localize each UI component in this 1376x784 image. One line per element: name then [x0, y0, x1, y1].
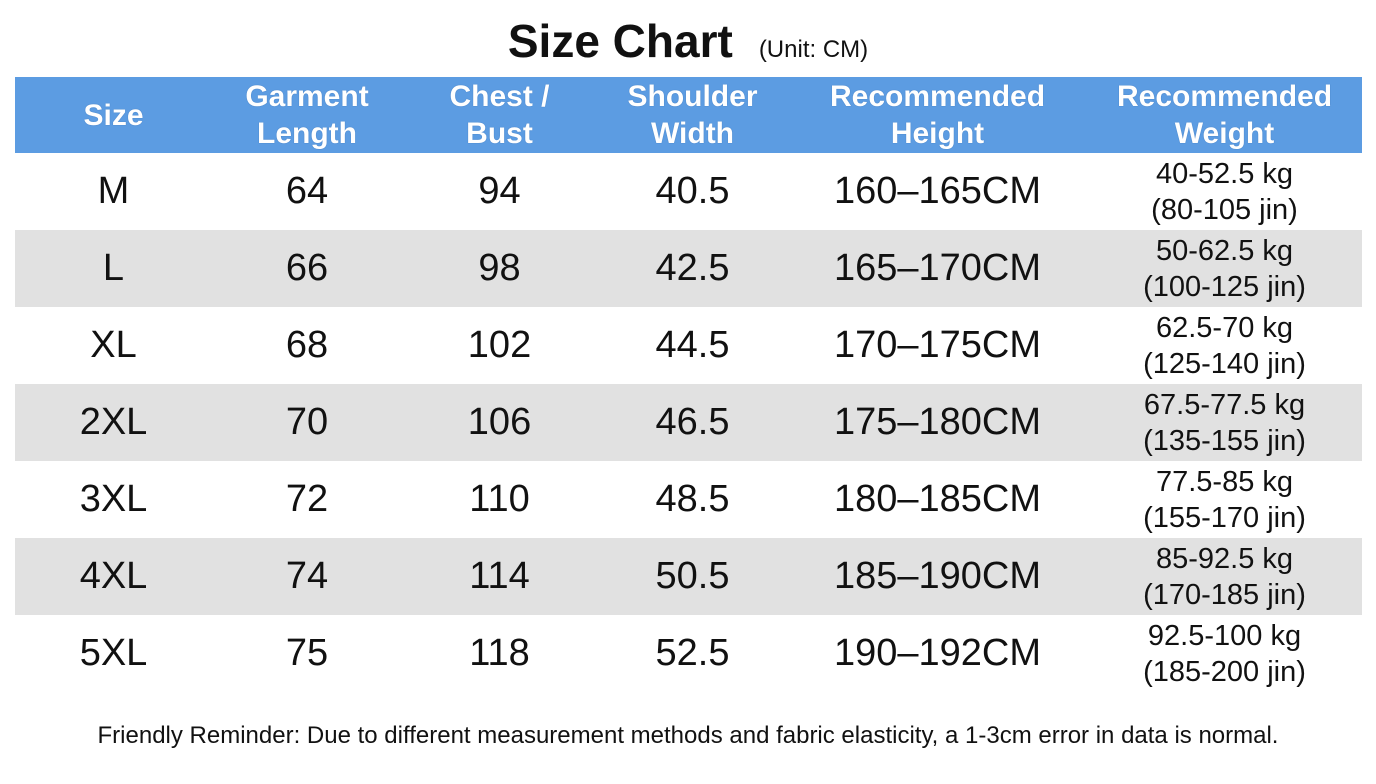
unit: (Unit: CM): [758, 36, 869, 63]
cell-line: Recommended: [829, 80, 1046, 113]
table-cell: 170–175CM: [833, 324, 1042, 366]
table-cell: 94: [478, 170, 521, 212]
table-row: 4XL 74 114 50.5 185–190CM 85-92.5 kg (170-185 …: [15, 538, 1362, 615]
header-cell: Recommended Weight: [1087, 77, 1362, 153]
table-cell: 62.5-70 kg (125-140 jin): [1087, 307, 1362, 384]
table-cell: 106: [402, 384, 597, 461]
cell-line: Height: [890, 117, 985, 150]
table-cell: 50.5: [597, 538, 788, 615]
table-cell: L: [15, 230, 212, 307]
table-cell: 110: [469, 478, 530, 520]
footer-note: Friendly Reminder: Due to different meas…: [97, 722, 1279, 749]
table-row: 3XL 72 110 48.5 180–185CM 77.5-85 kg (155-170 …: [15, 461, 1362, 538]
cell-line: (100-125 jin): [1143, 270, 1306, 303]
table-cell: 48.5: [655, 478, 730, 520]
table-cell: 42.5: [597, 230, 788, 307]
table-cell: 160–165CM: [833, 170, 1042, 212]
table-cell: 77.5-85 kg (155-170 jin): [1087, 461, 1362, 538]
cell-line: Width: [650, 117, 735, 150]
header-cell: Recommended Height: [788, 77, 1087, 153]
table-cell: 165–170CM: [788, 230, 1087, 307]
cell-line: 50-62.5 kg: [1155, 234, 1294, 267]
header-cell: Garment Length: [212, 77, 402, 153]
table-cell: 70: [212, 384, 402, 461]
cell-line: 77.5-85 kg: [1155, 465, 1294, 498]
cell-line: Chest /: [449, 80, 550, 113]
table-cell: 44.5: [655, 324, 730, 366]
table-cell: 102: [467, 324, 532, 366]
cell-line: Bust: [466, 117, 533, 150]
table-row: 5XL 75 118 52.5 190–192CM 92.5-100 kg (185-200…: [15, 615, 1362, 692]
cell-line: 67.5-77.5 kg: [1143, 388, 1306, 421]
table-row: 2XL 70 106 46.5 175–180CM 67.5-77.5 kg (135-15…: [15, 384, 1362, 461]
table-cell: 52.5: [655, 632, 730, 674]
table-cell: 66: [212, 230, 402, 307]
table-cell: 175–180CM: [788, 384, 1087, 461]
cell-line: (170-185 jin): [1143, 578, 1306, 611]
cell-line: 85-92.5 kg: [1155, 542, 1294, 575]
cell-line: 40-52.5 kg: [1155, 157, 1294, 190]
title: Size Chart: [507, 15, 733, 67]
cell-line: Weight: [1174, 117, 1275, 150]
cell-line: Length: [257, 117, 357, 150]
cell-line: (80-105 jin): [1151, 193, 1298, 226]
table-cell: XL: [90, 324, 137, 366]
cell-line: Garment: [245, 80, 369, 113]
table-cell: 50-62.5 kg (100-125 jin): [1087, 230, 1362, 307]
table-cell: 185–190CM: [788, 538, 1087, 615]
table-body: M 64 94 40.5 160–165CM 40-52.5 kg (80-105 jin)…: [15, 153, 1362, 692]
table-cell: 92.5-100 kg (185-200 jin): [1087, 615, 1362, 692]
cell-line: (155-170 jin): [1143, 501, 1306, 534]
title-bar: Size Chart (Unit: CM): [0, 14, 1376, 68]
header-cell: Shoulder Width: [597, 77, 788, 153]
table-cell: 74: [212, 538, 402, 615]
cell-line: (125-140 jin): [1143, 347, 1306, 380]
table-cell: 67.5-77.5 kg (135-155 jin): [1087, 384, 1362, 461]
table-cell: 64: [285, 170, 329, 212]
cell-line: Shoulder: [627, 80, 758, 113]
cell-line: (185-200 jin): [1143, 655, 1306, 688]
table-cell: 46.5: [597, 384, 788, 461]
table-cell: 3XL: [79, 478, 148, 520]
table-cell: 4XL: [15, 538, 212, 615]
size-table: Size Garment Length Chest / Bust Shoulder Widt…: [15, 77, 1362, 692]
table-cell: 118: [469, 632, 530, 674]
table-cell: 72: [285, 478, 329, 520]
header-cell: Chest / Bust: [402, 77, 597, 153]
table-cell: 2XL: [15, 384, 212, 461]
cell-line: (135-155 jin): [1143, 424, 1306, 457]
table-cell: 40-52.5 kg (80-105 jin): [1087, 153, 1362, 230]
table-cell: 5XL: [79, 632, 148, 674]
cell-line: 92.5-100 kg: [1147, 619, 1302, 652]
table-cell: 180–185CM: [833, 478, 1042, 520]
table-row: L 66 98 42.5 165–170CM 50-62.5 kg (100-125 jin…: [15, 230, 1362, 307]
cell-line: Recommended: [1116, 80, 1333, 113]
table-row: M 64 94 40.5 160–165CM 40-52.5 kg (80-105 jin): [15, 153, 1362, 230]
table-cell: 75: [285, 632, 329, 674]
header-row: Size Garment Length Chest / Bust Shoulder Widt…: [15, 77, 1362, 153]
cell-line: 62.5-70 kg: [1155, 311, 1294, 344]
header-cell: Size: [15, 77, 212, 153]
table-cell: 98: [402, 230, 597, 307]
table-cell: 85-92.5 kg (170-185 jin): [1087, 538, 1362, 615]
table-cell: 40.5: [655, 170, 730, 212]
table-row: XL 68 102 44.5 170–175CM 62.5-70 kg (125-140 j…: [15, 307, 1362, 384]
table-cell: 114: [402, 538, 597, 615]
table-cell: 68: [285, 324, 329, 366]
table-cell: M: [97, 170, 130, 212]
cell-line: Size: [83, 98, 144, 132]
table-cell: 190–192CM: [833, 632, 1042, 674]
